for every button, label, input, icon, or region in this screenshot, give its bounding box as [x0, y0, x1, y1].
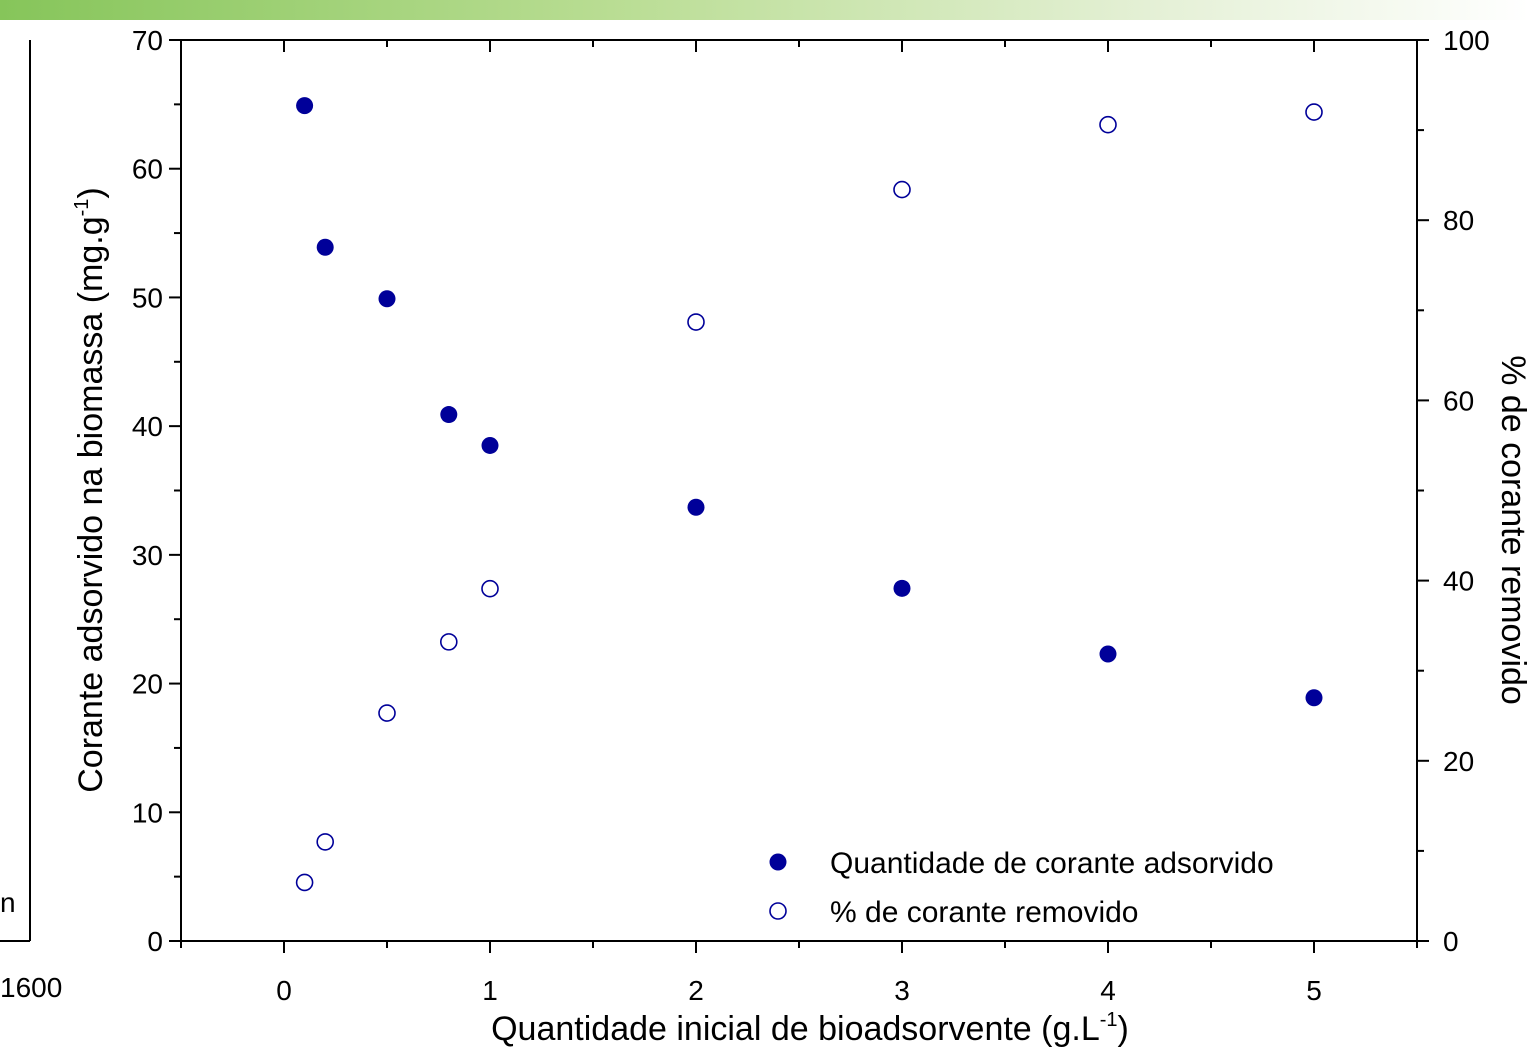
y-tick-label: 70	[132, 25, 163, 56]
x-tick-label: 2	[688, 975, 704, 1006]
x-tick-label: 1	[482, 975, 498, 1006]
neighbor-tick-label: 1600	[0, 972, 62, 1003]
y-tick-label: 0	[147, 926, 163, 957]
y-tick-label: 60	[132, 154, 163, 185]
x-tick-label: 4	[1100, 975, 1116, 1006]
y2-tick-label: 100	[1443, 25, 1490, 56]
point-removed	[316, 833, 335, 851]
series-adsorbed	[296, 97, 1323, 707]
legend-label-adsorbed: Quantidade de corante adsorvido	[830, 847, 1274, 880]
point-adsorbed	[687, 498, 705, 516]
left-neighbor-panel: 1600 n	[0, 40, 62, 1003]
point-removed	[1099, 115, 1117, 134]
plot-area-border	[180, 39, 1418, 942]
point-adsorbed	[316, 238, 334, 256]
x-tick-label: 5	[1306, 975, 1322, 1006]
point-removed	[378, 704, 396, 722]
series-removed-percent	[295, 103, 1323, 892]
y-tick-label: 20	[132, 669, 163, 700]
legend-marker-filled	[769, 853, 787, 871]
x-axis-ticks: 0 1 2 3 4 5	[180, 40, 1418, 1006]
point-removed	[481, 579, 499, 598]
neighbor-edge-glyph: n	[0, 887, 16, 918]
point-removed	[1305, 103, 1323, 121]
y2-tick-label: 80	[1443, 205, 1474, 236]
y2-tick-label: 60	[1443, 385, 1474, 416]
legend: Quantidade de corante adsorvido % de cor…	[769, 847, 1274, 929]
point-removed	[893, 180, 911, 199]
y2-axis-title: % de corante removido	[1494, 355, 1529, 705]
x-axis-title: Quantidade inicial de bioadsorvente (g.L…	[491, 1009, 1129, 1048]
plot-frame	[180, 39, 1418, 942]
y-tick-label: 10	[132, 797, 163, 828]
top-decorative-band	[0, 0, 1529, 20]
y-tick-label: 40	[132, 411, 163, 442]
y-tick-label: 50	[132, 282, 163, 313]
point-adsorbed	[296, 97, 314, 115]
point-adsorbed	[481, 436, 499, 454]
point-adsorbed	[378, 290, 396, 308]
point-removed	[295, 873, 314, 892]
y2-tick-label: 40	[1443, 566, 1474, 597]
point-adsorbed	[893, 579, 911, 597]
point-adsorbed	[440, 406, 458, 424]
legend-label-removed: % de corante removido	[830, 896, 1139, 929]
x-tick-label: 3	[894, 975, 910, 1006]
y-tick-label: 30	[132, 540, 163, 571]
y2-tick-label: 20	[1443, 746, 1474, 777]
y-axis-title: Corante adsorvido na biomassa (mg.g-1)	[71, 187, 110, 793]
y2-axis-ticks: 0 20 40 60 80 100	[1417, 25, 1490, 957]
legend-marker-open	[769, 902, 787, 920]
y2-tick-label: 0	[1443, 926, 1459, 957]
x-tick-label: 0	[276, 975, 292, 1006]
point-removed	[439, 633, 458, 651]
point-removed	[687, 313, 705, 331]
point-adsorbed	[1305, 689, 1323, 707]
point-adsorbed	[1099, 645, 1117, 663]
y-axis-ticks: 0 10 20 30 40 50 60 70	[132, 25, 181, 957]
